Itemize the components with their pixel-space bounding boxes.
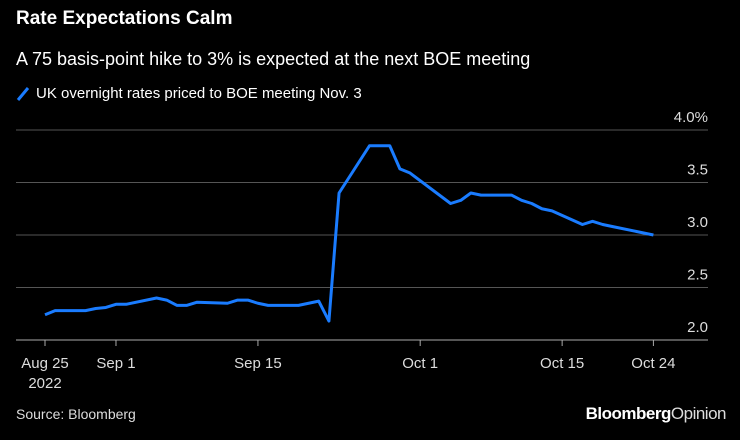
x-tick-label: Oct 1 — [402, 355, 438, 372]
line-chart: 2.0 2.5 3.0 3.5 4.0% Aug 25 2022 Sep 1 Sep 15 Oct… — [16, 109, 708, 392]
logo-brand: Bloomberg — [585, 404, 672, 423]
y-tick-label: 3.0 — [687, 214, 708, 231]
legend-line-icon — [16, 86, 30, 101]
y-tick-label: 2.0 — [687, 319, 708, 336]
bloomberg-opinion-logo: BloombergOpinion — [585, 404, 727, 424]
chart-subtitle: A 75 basis-point hike to 3% is expected … — [16, 49, 531, 69]
legend: UK overnight rates priced to BOE meeting… — [16, 85, 362, 102]
x-tick-label: Sep 1 — [96, 355, 135, 372]
x-tick-sublabel: 2022 — [28, 375, 61, 392]
x-tick-label: Aug 25 — [21, 355, 69, 372]
x-tick-label: Oct 24 — [631, 355, 675, 372]
y-tick-label: 4.0% — [674, 109, 708, 126]
x-tick-label: Sep 15 — [234, 355, 282, 372]
y-tick-label: 3.5 — [687, 162, 708, 179]
logo-product: Opinion — [670, 404, 727, 423]
source-note: Source: Bloomberg — [16, 406, 136, 422]
legend-label: UK overnight rates priced to BOE meeting… — [36, 85, 362, 102]
x-tick-label: Oct 15 — [540, 355, 584, 372]
y-tick-label: 2.5 — [687, 267, 708, 284]
chart-title: Rate Expectations Calm — [16, 8, 233, 29]
series-line — [44, 144, 654, 323]
